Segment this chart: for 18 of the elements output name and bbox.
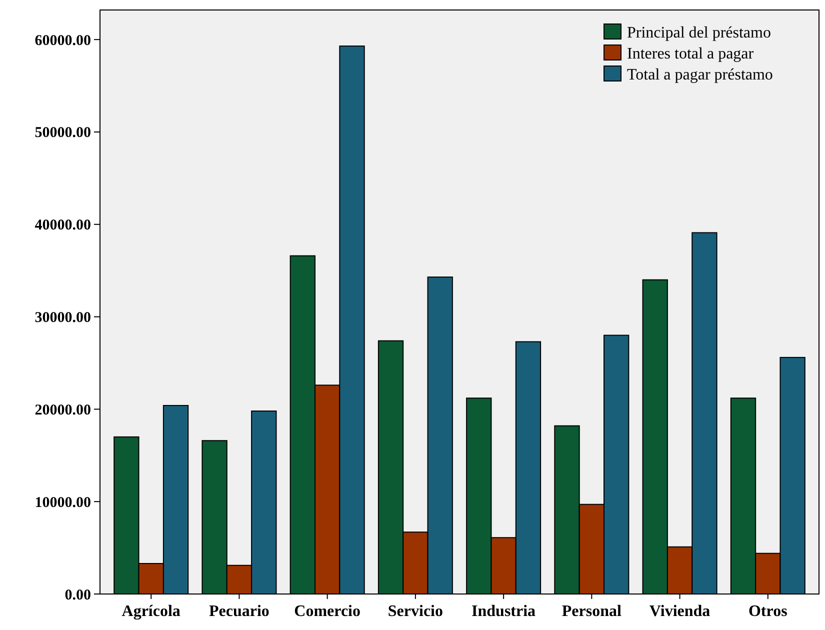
y-tick-label: 30000.00 (34, 310, 91, 326)
x-tick-label: Industria (472, 603, 536, 620)
x-tick-label: Pecuario (209, 603, 270, 620)
y-tick-label: 10000.00 (34, 494, 91, 511)
y-tick-label: 0.00 (64, 587, 91, 604)
x-tick-label: Otros (748, 603, 788, 620)
y-tick-label: 40000.00 (34, 218, 91, 234)
x-tick-label: Comercio (294, 603, 361, 620)
legend-label: Total a pagar préstamo (627, 66, 773, 84)
legend-label: Principal del préstamo (627, 24, 771, 42)
y-tick-label: 50000.00 (34, 125, 91, 142)
legend-label: Interes total a pagar (627, 46, 754, 63)
x-tick-label: Agrícola (122, 603, 180, 620)
y-tick-label: 60000.00 (34, 32, 91, 49)
x-tick-label: Vivienda (649, 603, 710, 620)
y-tick-label: 20000.00 (34, 402, 91, 418)
x-tick-label: Personal (562, 603, 622, 620)
x-tick-label: Servicio (388, 603, 443, 620)
